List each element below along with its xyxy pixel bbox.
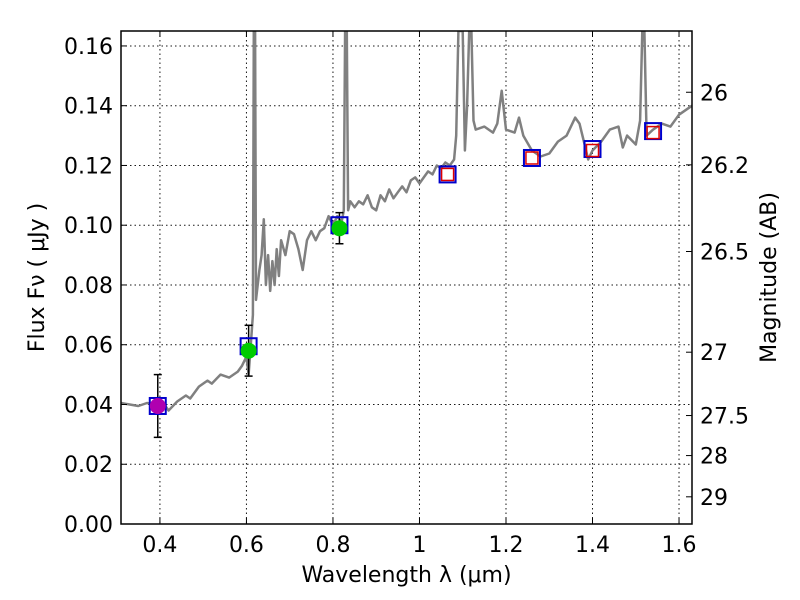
right-tick-label: 27 (700, 341, 728, 366)
y-tick-label: 0.08 (64, 274, 113, 299)
right-tick-label: 26 (700, 81, 728, 106)
x-tick-label: 0.4 (142, 533, 177, 558)
spectrum-line (121, 31, 692, 412)
axis-ticks: 0.4 0.6 0.8 1 1.2 1.4 1.6 0.00 0.02 0.04 0.06 0.08 0… (64, 31, 749, 558)
x-tick-label: 1 (412, 533, 426, 558)
grid-lines (121, 31, 692, 525)
upper-limit-box (585, 143, 600, 158)
x-axis-label: Wavelength λ (μm) (301, 563, 511, 588)
plot-frame (120, 30, 693, 525)
right-axis-label: Magnitude (AB) (757, 192, 782, 363)
y-axis-label: Flux Fν ( μJy ) (25, 203, 50, 352)
y-tick-label: 0.10 (64, 214, 113, 239)
x-tick-label: 1.6 (662, 533, 697, 558)
right-tick-label: 26.2 (700, 154, 749, 179)
upper-limit-box (525, 151, 539, 165)
y-tick-label: 0.06 (64, 334, 113, 359)
observed-point (149, 397, 166, 414)
x-tick-label: 0.8 (315, 533, 350, 558)
x-tick-label: 1.2 (488, 533, 523, 558)
y-tick-label: 0.00 (64, 513, 113, 538)
right-tick-label: 29 (700, 486, 728, 511)
upper-limit-box (440, 167, 455, 182)
observed-point (240, 342, 257, 359)
right-tick-label: 27.5 (700, 405, 749, 430)
right-tick-label: 28 (700, 445, 728, 470)
y-tick-label: 0.04 (64, 393, 113, 418)
y-tick-label: 0.02 (64, 453, 113, 478)
x-tick-label: 0.6 (229, 533, 264, 558)
observed-point (331, 220, 348, 237)
y-tick-label: 0.16 (64, 35, 113, 60)
photometry-markers (148, 122, 663, 439)
right-tick-label: 26.5 (700, 241, 749, 266)
x-tick-label: 1.4 (575, 533, 610, 558)
y-tick-label: 0.14 (64, 95, 113, 120)
upper-limit-box (646, 125, 660, 140)
model-photometry-box (522, 148, 541, 167)
model-photometry-box (438, 165, 457, 184)
spectrum-series (121, 31, 692, 412)
y-tick-label: 0.12 (64, 154, 113, 179)
